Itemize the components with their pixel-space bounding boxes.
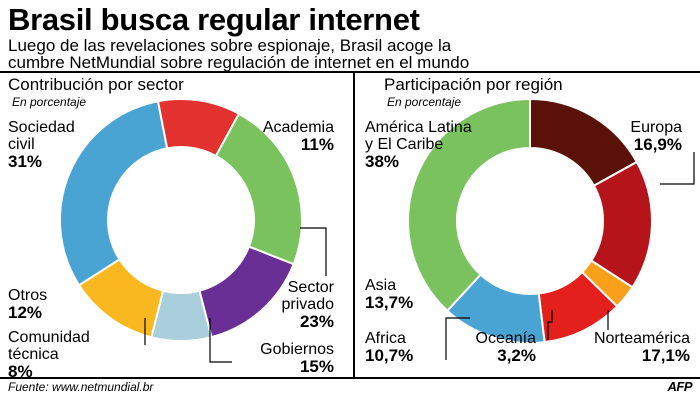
label-sector-privado: Sector privado 23% bbox=[236, 279, 334, 330]
slice-sociedad-civil bbox=[59, 100, 169, 287]
label-europa: Europa 16,9% bbox=[570, 119, 682, 153]
leader-line-oceania bbox=[547, 310, 553, 340]
source-note: Fuente: www.netmundial.br bbox=[8, 380, 154, 394]
value-oceania: 3,2% bbox=[497, 346, 536, 365]
value-academia: 11% bbox=[300, 135, 334, 154]
value-otros: 12% bbox=[8, 303, 43, 322]
label-comunidad-tecnica-line-1: Comunidad bbox=[8, 329, 90, 346]
subtitle-line-1: Luego de las revelaciones sobre espionaj… bbox=[8, 36, 452, 55]
leader-line-europa bbox=[660, 152, 695, 185]
chart-unit-sector: En porcentaje bbox=[12, 95, 87, 109]
chart-title-region: Participación por región bbox=[384, 75, 563, 94]
value-gobiernos: 15% bbox=[299, 357, 334, 376]
slice-america-latina-y-el-caribe bbox=[407, 97, 531, 313]
chart-unit-region: En porcentaje bbox=[387, 95, 462, 109]
label-america-latina-line-2: y El Caribe bbox=[365, 136, 444, 153]
page-subtitle: Luego de las revelaciones sobre espionaj… bbox=[8, 37, 469, 71]
agency-logo: AFP bbox=[667, 379, 693, 394]
label-oceania-line-1: Oceanía bbox=[475, 330, 536, 347]
slice-sector-privado bbox=[214, 112, 303, 266]
value-comunidad-tecnica: 8% bbox=[8, 362, 33, 381]
leader-line-gobiernos bbox=[209, 318, 232, 363]
value-norteamerica: 17,1% bbox=[641, 346, 690, 365]
label-sector-privado-line-2: privado bbox=[281, 296, 334, 313]
subtitle-line-2: cumbre NetMundial sobre regulación de in… bbox=[8, 53, 470, 72]
label-america-latina: América Latina y El Caribe 38% bbox=[365, 119, 472, 170]
label-norteamerica: Norteamérica 17,1% bbox=[556, 330, 690, 364]
label-europa-line-1: Europa bbox=[630, 119, 682, 136]
value-sociedad-civil: 31% bbox=[8, 152, 43, 171]
label-sociedad-civil-line-2: civil bbox=[8, 136, 35, 153]
value-africa: 10,7% bbox=[365, 346, 414, 365]
label-norteamerica-line-1: Norteamérica bbox=[593, 330, 690, 347]
label-gobiernos: Gobiernos 15% bbox=[216, 341, 334, 375]
label-asia-line-1: Asia bbox=[365, 277, 397, 294]
page-title: Brasil busca regular internet bbox=[8, 2, 420, 37]
label-america-latina-line-1: América Latina bbox=[365, 119, 472, 136]
label-academia-line-1: Academia bbox=[262, 119, 334, 136]
label-asia: Asia 13,7% bbox=[365, 277, 413, 311]
label-otros: Otros 12% bbox=[8, 287, 47, 321]
value-america-latina: 38% bbox=[365, 152, 400, 171]
label-comunidad-tecnica: Comunidad técnica 8% bbox=[8, 329, 90, 380]
label-sociedad-civil-line-1: Sociedad bbox=[8, 119, 75, 136]
value-asia: 13,7% bbox=[365, 293, 414, 312]
leader-line-sector-privado bbox=[300, 227, 327, 276]
panel-divider bbox=[353, 71, 355, 377]
label-comunidad-tecnica-line-2: técnica bbox=[8, 346, 59, 363]
top-rule bbox=[0, 71, 700, 73]
label-africa: Africa 10,7% bbox=[365, 330, 413, 364]
label-africa-line-1: Africa bbox=[365, 330, 406, 347]
bottom-rule bbox=[0, 377, 700, 379]
label-academia: Academia 11% bbox=[216, 119, 334, 153]
leader-line-africa bbox=[445, 317, 470, 360]
label-sector-privado-line-1: Sector bbox=[287, 279, 334, 296]
value-sector-privado: 23% bbox=[299, 312, 334, 331]
label-sociedad-civil: Sociedad civil 31% bbox=[8, 119, 75, 170]
chart-title-sector: Contribución por sector bbox=[8, 75, 184, 94]
value-europa: 16,9% bbox=[633, 135, 682, 154]
label-gobiernos-line-1: Gobiernos bbox=[260, 341, 334, 358]
label-oceania: Oceanía 3,2% bbox=[440, 330, 536, 364]
label-otros-line-1: Otros bbox=[8, 287, 48, 304]
